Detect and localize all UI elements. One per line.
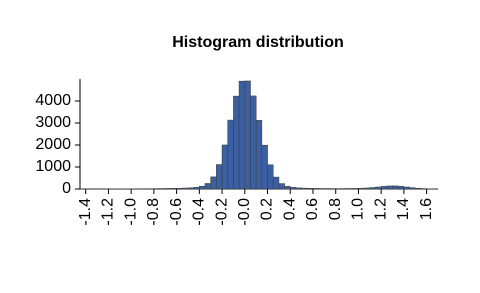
bar (239, 81, 245, 189)
bar (171, 188, 177, 189)
bar (381, 186, 387, 189)
x-tick-label: -1.4 (77, 198, 94, 226)
bar (182, 188, 188, 189)
bar (165, 188, 171, 189)
x-tick-label: -1.2 (100, 198, 117, 226)
x-tick-label: -0.6 (168, 198, 185, 226)
bar (296, 188, 302, 189)
bar (205, 184, 211, 190)
x-tick-label: -0.8 (145, 198, 162, 226)
bar (256, 120, 262, 189)
y-tick-label: 3000 (35, 114, 71, 131)
bar (398, 186, 404, 189)
bar (222, 145, 228, 189)
bar (199, 186, 205, 189)
bar (177, 188, 183, 189)
bar (404, 187, 410, 189)
y-tick-label: 4000 (35, 92, 71, 109)
bar (410, 188, 416, 189)
bar (415, 188, 421, 189)
x-tick-label: 0.8 (327, 198, 344, 220)
x-tick-label: 1.2 (372, 198, 389, 220)
bar (353, 188, 359, 189)
x-tick-label: -1.0 (122, 198, 139, 226)
x-tick-label: 0.6 (304, 198, 321, 220)
bar (393, 186, 399, 189)
bar (370, 188, 376, 189)
y-tick-label: 1000 (35, 158, 71, 175)
bar (290, 187, 296, 189)
bar (285, 186, 291, 189)
bar (279, 184, 285, 189)
bar (375, 187, 381, 189)
bar (194, 187, 200, 189)
bar (307, 188, 313, 189)
bar (262, 145, 268, 189)
bar (268, 165, 274, 189)
bar (233, 96, 239, 189)
x-tick-label: 0.2 (259, 198, 276, 220)
bar (188, 188, 194, 189)
x-tick-label: 1.0 (350, 198, 367, 220)
bar (211, 177, 217, 189)
y-tick-label: 2000 (35, 136, 71, 153)
x-tick-label: 1.4 (395, 198, 412, 220)
bar (387, 186, 393, 189)
bar (273, 177, 279, 189)
x-tick-label: 1.6 (418, 198, 435, 220)
bar (364, 188, 370, 189)
bar (313, 188, 319, 189)
x-tick-label: 0.4 (281, 198, 298, 220)
bar (302, 188, 308, 189)
x-tick-label: -0.4 (191, 198, 208, 226)
bar (250, 96, 256, 189)
bar (245, 81, 251, 189)
bar (216, 165, 222, 189)
y-tick-label: 0 (62, 180, 71, 197)
bar (228, 120, 234, 189)
x-tick-label: -0.2 (213, 198, 230, 226)
bar (358, 188, 364, 189)
chart-title: Histogram distribution (172, 34, 344, 51)
x-tick-label: -0.0 (236, 198, 253, 226)
